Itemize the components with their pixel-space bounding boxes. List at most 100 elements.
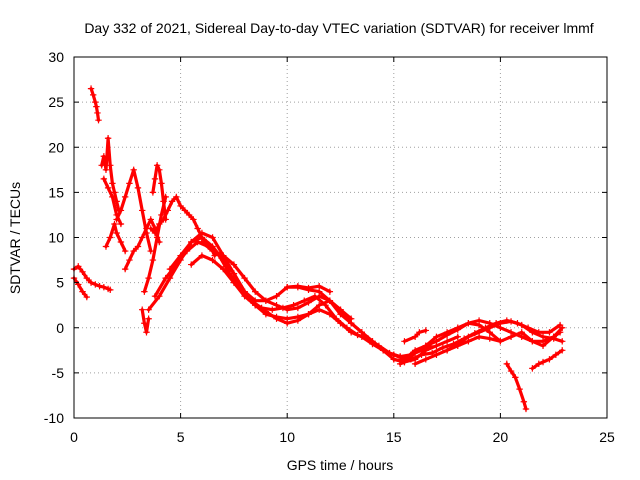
data-point [93, 103, 100, 110]
data-point [100, 283, 108, 291]
data-point [529, 329, 536, 336]
data-point [539, 333, 547, 340]
data-point [79, 288, 86, 295]
data-point [156, 220, 163, 228]
axis-ticks [73, 56, 608, 419]
data-point [107, 162, 114, 169]
data-point [284, 283, 291, 291]
series-arc-14 [151, 238, 434, 360]
data-point [550, 335, 557, 342]
x-tick-label: 5 [177, 429, 185, 445]
data-point [422, 327, 429, 334]
data-point [465, 320, 472, 327]
y-axis-label: SDTVAR / TECUs [7, 182, 23, 294]
series-trace [72, 276, 89, 299]
data-point [518, 321, 525, 329]
data-point [475, 329, 483, 336]
data-point [87, 279, 95, 286]
data-point [443, 338, 451, 345]
data-point [102, 166, 110, 174]
data-point [102, 243, 110, 250]
data-point [83, 293, 90, 301]
series-arc-11 [149, 162, 169, 223]
data-point [190, 216, 197, 223]
data-point [230, 261, 238, 268]
series-arc-25 [529, 347, 566, 372]
data-point [147, 216, 154, 223]
data-point [546, 329, 553, 336]
data-point [486, 335, 493, 342]
data-point [369, 338, 376, 345]
data-point [139, 306, 146, 313]
data-point [194, 225, 201, 232]
data-point [497, 320, 504, 327]
data-point [100, 175, 108, 183]
data-point [433, 351, 440, 359]
data-point [209, 247, 216, 255]
data-point [390, 356, 397, 363]
data-point [89, 91, 97, 99]
data-point [354, 331, 361, 339]
data-point [113, 216, 120, 223]
data-point [79, 268, 86, 275]
data-point [539, 342, 547, 349]
data-point [559, 338, 566, 345]
data-point [98, 162, 105, 169]
series-trace [402, 328, 428, 343]
data-point [301, 297, 308, 304]
data-point [134, 184, 142, 192]
data-point [337, 306, 344, 313]
data-point [147, 247, 154, 255]
x-tick-label: 20 [493, 429, 509, 445]
data-point [411, 349, 419, 357]
data-point [92, 98, 99, 106]
data-point [454, 326, 461, 333]
data-point [439, 344, 447, 351]
series-arc-9 [139, 306, 152, 336]
data-point [145, 315, 152, 322]
y-tick-label: 25 [48, 94, 64, 110]
data-point [75, 263, 82, 270]
data-point [109, 180, 116, 187]
data-point [145, 306, 152, 313]
data-point [273, 292, 280, 300]
data-point [512, 374, 519, 381]
data-point [173, 193, 180, 201]
data-point [83, 274, 90, 282]
data-point [546, 356, 553, 363]
data-point [143, 329, 150, 336]
data-point [347, 315, 355, 322]
data-point [164, 207, 172, 214]
data-point [198, 252, 206, 259]
data-point [273, 301, 280, 309]
data-point [107, 286, 114, 294]
data-point [443, 347, 451, 354]
data-point [117, 220, 125, 228]
data-point [241, 292, 248, 300]
data-point [94, 109, 101, 117]
chart-title: Day 332 of 2021, Sidereal Day-to-day VTE… [84, 20, 593, 36]
data-point [160, 198, 167, 205]
data-point [401, 338, 408, 345]
data-point [465, 333, 472, 340]
series-arc-19 [401, 327, 429, 345]
data-point [166, 265, 174, 273]
data-point [117, 238, 125, 246]
series-arc-24 [503, 360, 530, 413]
data-point [149, 256, 157, 264]
data-point [520, 398, 528, 405]
data-point [305, 284, 312, 292]
data-point [315, 283, 323, 290]
data-point [177, 202, 184, 210]
tick-labels: 0 5 10 15 20 25 -10 -5 0 5 10 15 20 25 30 [44, 49, 615, 445]
data-point [539, 358, 547, 366]
data-point [516, 385, 523, 393]
data-point [126, 256, 133, 264]
data-point [220, 252, 227, 259]
series-arc-17 [198, 238, 355, 322]
y-tick-label: 20 [48, 139, 64, 155]
data-point [503, 360, 510, 368]
data-point [111, 189, 118, 196]
data-point [411, 333, 419, 340]
